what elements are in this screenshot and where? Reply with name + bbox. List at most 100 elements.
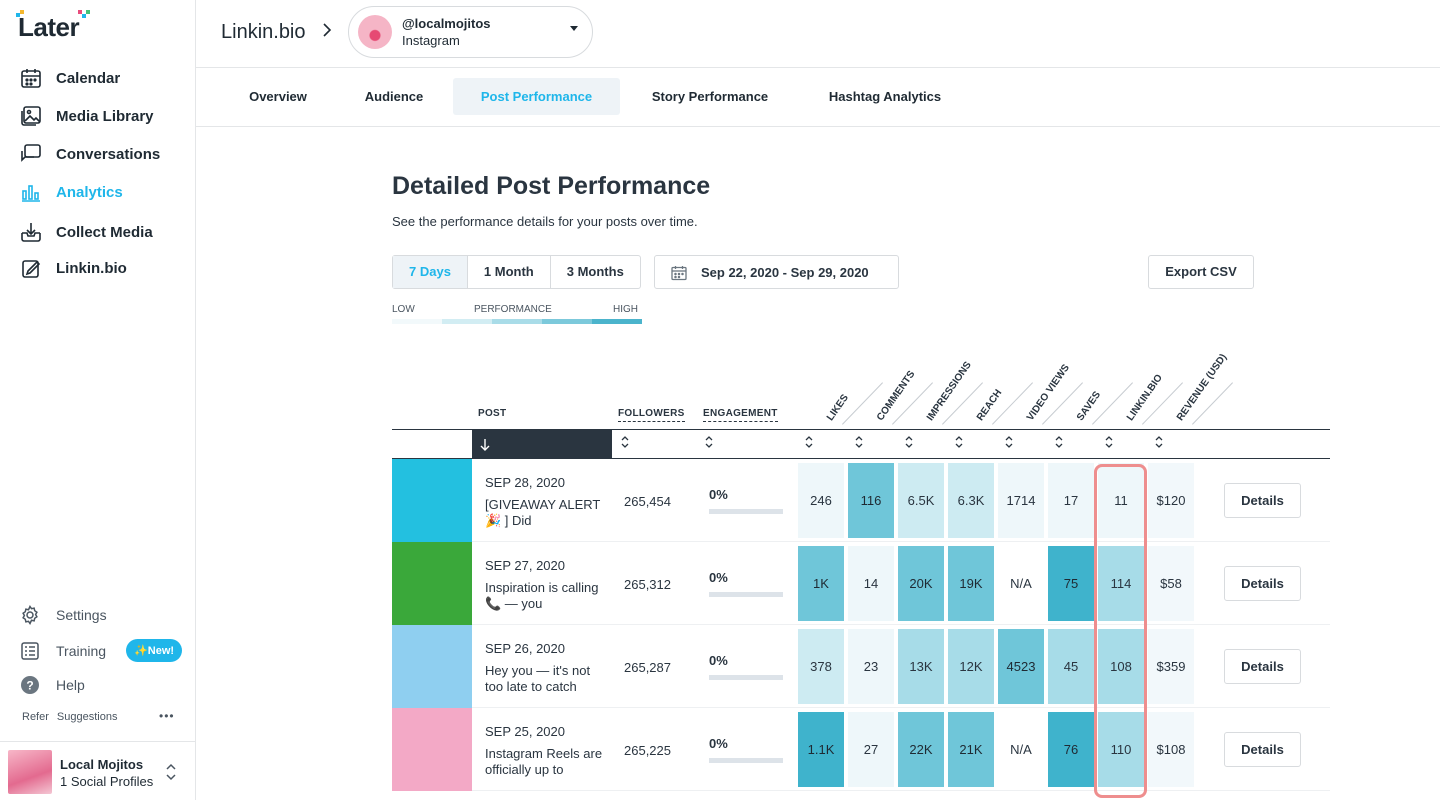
sidebar-item-label: Analytics bbox=[56, 183, 123, 201]
training-link[interactable]: Training ✨New! bbox=[20, 639, 183, 662]
refer-link[interactable]: Refer bbox=[22, 711, 49, 723]
header-metric[interactable]: COMMENTS bbox=[874, 368, 918, 423]
tab-audience[interactable]: Audience bbox=[364, 89, 424, 104]
sort-row bbox=[392, 429, 1330, 459]
metric-cell: 22K bbox=[898, 712, 944, 787]
header-followers[interactable]: FOLLOWERS bbox=[618, 408, 685, 422]
sort-toggle-icon[interactable] bbox=[804, 435, 814, 451]
caret-down-icon bbox=[569, 24, 579, 35]
sort-toggle-icon[interactable] bbox=[1104, 435, 1114, 451]
export-csv-button[interactable]: Export CSV bbox=[1148, 255, 1254, 289]
page-title: Detailed Post Performance bbox=[392, 172, 711, 200]
sidebar-item-linkin-bio[interactable]: Linkin.bio bbox=[20, 257, 127, 279]
post-thumbnail[interactable] bbox=[392, 708, 472, 791]
engagement-bar bbox=[709, 675, 783, 680]
engagement-bar bbox=[709, 592, 783, 597]
linkin-bio-icon bbox=[22, 260, 41, 278]
sort-toggle-icon[interactable] bbox=[704, 435, 714, 451]
account-selector[interactable]: @localmojitos Instagram bbox=[348, 6, 593, 58]
metric-cell: 76 bbox=[1048, 712, 1094, 787]
post-thumbnail[interactable] bbox=[392, 459, 472, 542]
sort-toggle-icon[interactable] bbox=[854, 435, 864, 451]
help-icon: ? bbox=[21, 676, 39, 694]
account-avatar bbox=[358, 15, 392, 49]
details-button[interactable]: Details bbox=[1224, 649, 1301, 684]
range-1-month-button[interactable]: 1 Month bbox=[468, 256, 551, 288]
new-badge: ✨New! bbox=[126, 639, 183, 662]
header-metric[interactable]: VIDEO VIEWS bbox=[1024, 362, 1072, 423]
settings-label: Settings bbox=[56, 607, 107, 623]
header-metric[interactable]: REACH bbox=[974, 387, 1005, 423]
sort-toggle-icon[interactable] bbox=[904, 435, 914, 451]
revenue-cell: $120 bbox=[1148, 463, 1194, 538]
metric-cell: 20K bbox=[898, 546, 944, 621]
metric-cell: 110 bbox=[1098, 712, 1144, 787]
range-3-months-button[interactable]: 3 Months bbox=[566, 264, 624, 279]
metric-cell: 108 bbox=[1098, 629, 1144, 704]
table-row[interactable]: SEP 27, 2020 Inspiration is calling 📞 — y… bbox=[392, 542, 1330, 625]
sidebar-item-label: Calendar bbox=[56, 69, 121, 87]
metric-cell: 114 bbox=[1098, 546, 1144, 621]
followers-value: 265,287 bbox=[624, 660, 671, 675]
profile-count: 1 Social Profiles bbox=[60, 774, 154, 789]
details-button[interactable]: Details bbox=[1224, 566, 1301, 601]
post-thumbnail[interactable] bbox=[392, 625, 472, 708]
metric-cell: N/A bbox=[998, 546, 1044, 621]
details-button[interactable]: Details bbox=[1224, 732, 1301, 767]
suggestions-link[interactable]: Suggestions bbox=[56, 711, 118, 723]
metric-cell: 6.3K bbox=[948, 463, 994, 538]
sidebar: Later Calendar Media Library Conversatio… bbox=[0, 0, 196, 800]
sidebar-item-collect-media[interactable]: Collect Media bbox=[20, 221, 153, 243]
legend-performance: PERFORMANCE bbox=[474, 304, 552, 315]
revenue-cell: $359 bbox=[1148, 629, 1194, 704]
revenue-cell: $58 bbox=[1148, 546, 1194, 621]
sort-toggle-icon[interactable] bbox=[954, 435, 964, 451]
post-thumbnail[interactable] bbox=[392, 542, 472, 625]
legend-swatch bbox=[392, 319, 442, 324]
calendar-icon bbox=[21, 69, 41, 88]
later-logo[interactable]: Later bbox=[16, 10, 90, 43]
sort-toggle-icon[interactable] bbox=[620, 435, 630, 451]
settings-link[interactable]: Settings bbox=[20, 605, 107, 625]
date-range-picker[interactable]: Sep 22, 2020 - Sep 29, 2020 bbox=[654, 255, 899, 289]
tab-hashtag-analytics[interactable]: Hashtag Analytics bbox=[828, 89, 942, 104]
help-link[interactable]: ? Help bbox=[20, 675, 85, 695]
more-options-icon[interactable]: ••• bbox=[159, 709, 175, 723]
header-metric[interactable]: LINKIN.BIO bbox=[1124, 372, 1165, 423]
sort-toggle-icon[interactable] bbox=[1054, 435, 1064, 451]
tab-overview[interactable]: Overview bbox=[249, 89, 307, 104]
range-7-days-button[interactable]: 7 Days bbox=[393, 256, 468, 288]
table-row[interactable]: SEP 26, 2020 Hey you — it's not too late … bbox=[392, 625, 1330, 708]
chevron-updown-icon[interactable] bbox=[165, 762, 177, 784]
sort-post-desc-button[interactable] bbox=[472, 430, 612, 459]
tab-story-performance[interactable]: Story Performance bbox=[651, 89, 769, 104]
engagement-value: 0% bbox=[709, 653, 728, 668]
header-engagement[interactable]: ENGAGEMENT bbox=[703, 408, 778, 422]
metric-cell: 4523 bbox=[998, 629, 1044, 704]
conversations-icon bbox=[21, 144, 41, 162]
metric-cell: 17 bbox=[1048, 463, 1094, 538]
metric-cell: 246 bbox=[798, 463, 844, 538]
tab-post-performance[interactable]: Post Performance bbox=[453, 78, 620, 115]
table-row[interactable]: SEP 25, 2020 Instagram Reels are official… bbox=[392, 708, 1330, 791]
profile-switcher[interactable]: Local Mojitos 1 Social Profiles bbox=[0, 741, 196, 800]
header-metric[interactable]: IMPRESSIONS bbox=[924, 359, 974, 423]
sidebar-item-media-library[interactable]: Media Library bbox=[20, 105, 154, 127]
details-button[interactable]: Details bbox=[1224, 483, 1301, 518]
metric-cell: 14 bbox=[848, 546, 894, 621]
table-row[interactable]: SEP 28, 2020 [GIVEAWAY ALERT 🎉 ] Did 265,4… bbox=[392, 459, 1330, 542]
legend-swatch bbox=[592, 319, 642, 324]
sidebar-item-conversations[interactable]: Conversations bbox=[20, 143, 160, 165]
sidebar-item-label: Collect Media bbox=[56, 223, 153, 241]
metric-cell: 116 bbox=[848, 463, 894, 538]
breadcrumb[interactable]: Linkin.bio bbox=[221, 21, 306, 43]
sort-toggle-icon[interactable] bbox=[1154, 435, 1164, 451]
svg-text:?: ? bbox=[26, 679, 33, 693]
sidebar-item-analytics[interactable]: Analytics bbox=[20, 181, 123, 203]
sort-toggle-icon[interactable] bbox=[1004, 435, 1014, 451]
post-caption: Hey you — it's not too late to catch bbox=[485, 663, 591, 694]
sidebar-item-calendar[interactable]: Calendar bbox=[20, 67, 120, 89]
analytics-tabs: Overview Audience Post Performance Story… bbox=[196, 69, 1440, 127]
range-selector: 7 Days 1 Month 3 Months bbox=[392, 255, 641, 289]
legend-swatch bbox=[492, 319, 542, 324]
